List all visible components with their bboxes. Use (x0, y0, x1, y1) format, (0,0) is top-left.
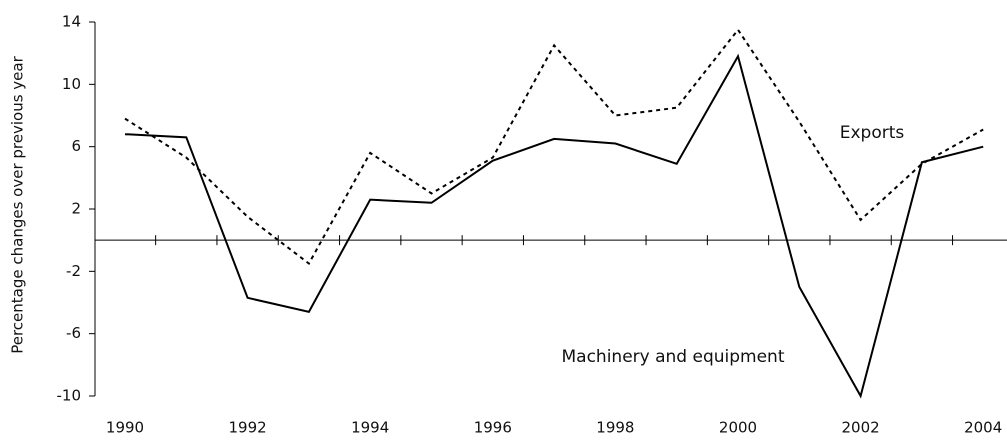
x-tick-label: 1994 (351, 419, 389, 437)
y-tick-label: 2 (71, 200, 81, 218)
x-tick-label: 1998 (596, 419, 634, 437)
series-label: Exports (840, 123, 905, 143)
x-tick-label: 2002 (842, 419, 880, 437)
series-line (124, 53, 984, 399)
x-tick-label: 1996 (474, 419, 512, 437)
y-tick-label: -2 (66, 262, 81, 280)
y-tick-label: 6 (71, 137, 81, 155)
x-tick-label: 2004 (964, 419, 1002, 437)
series-label: Machinery and equipment (561, 347, 784, 367)
y-tick-label: 10 (62, 75, 81, 93)
y-axis-label: Percentage changes over previous year (9, 55, 27, 353)
x-tick-label: 1990 (106, 419, 144, 437)
y-tick-label: 14 (62, 13, 81, 31)
x-tick-label: 1992 (229, 419, 267, 437)
y-tick-label: -6 (66, 324, 81, 342)
series-line (124, 28, 984, 266)
x-tick-label: 2000 (719, 419, 757, 437)
y-tick-label: -10 (57, 387, 82, 405)
